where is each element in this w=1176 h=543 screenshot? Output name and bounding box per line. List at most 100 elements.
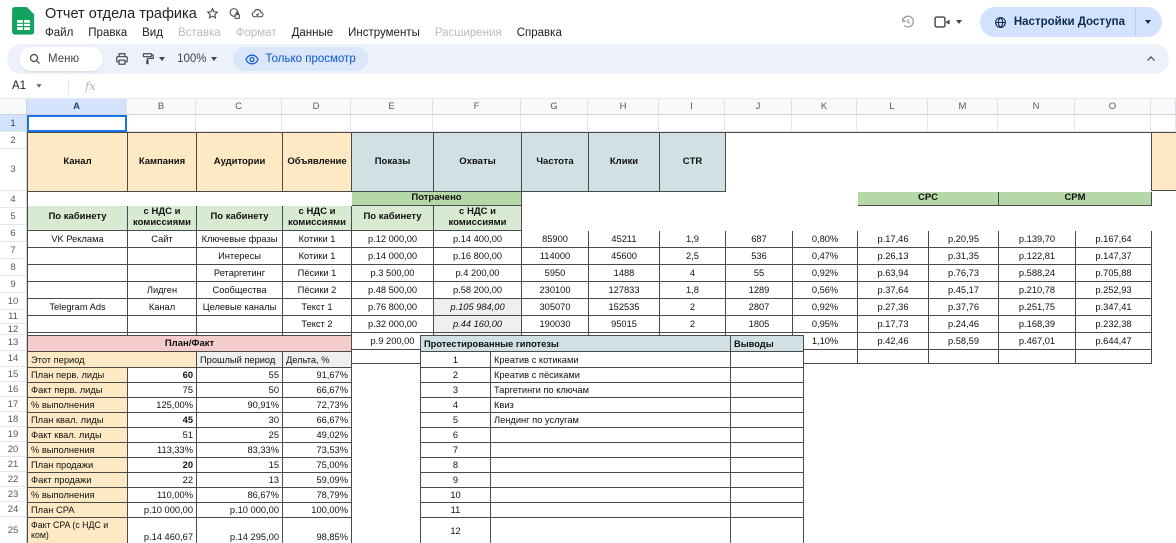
hypothesis-number[interactable]: 1 [421, 352, 491, 368]
hypothesis-number[interactable]: 6 [421, 428, 491, 443]
conclusion-cell[interactable] [731, 458, 804, 473]
cell[interactable]: 2,5 [660, 247, 726, 265]
active-cell-selection[interactable] [27, 115, 127, 132]
cell[interactable]: р.467,01 [999, 332, 1076, 350]
cell[interactable]: 1,8 [660, 281, 726, 299]
cell[interactable]: 1805 [726, 315, 793, 333]
toolbar-search[interactable]: Меню [19, 47, 104, 71]
cell[interactable] [127, 115, 196, 132]
conclusion-cell[interactable] [731, 488, 804, 503]
cell[interactable]: 536 [726, 247, 793, 265]
row-label[interactable]: Факт CPA (с НДС и ком) [28, 518, 128, 543]
share-dropdown[interactable] [1136, 7, 1162, 37]
cell[interactable]: Текст 1 [283, 298, 352, 316]
cell[interactable]: р.644,47 [1076, 332, 1152, 350]
cell[interactable]: р.347,41 [1076, 298, 1152, 316]
cell[interactable]: р.105 984,00 [434, 298, 522, 316]
hypothesis-text[interactable]: Лендинг по услугам [491, 413, 731, 428]
star-icon[interactable] [206, 7, 219, 20]
conclusions-header[interactable]: Выводы [731, 336, 804, 352]
cell[interactable]: 90,91% [197, 398, 283, 413]
row-label[interactable]: План перв. лиды [28, 368, 128, 383]
row-label[interactable]: План квал. лиды [28, 413, 128, 428]
cell[interactable]: р.24,46 [929, 315, 999, 333]
hypothesis-text[interactable] [491, 473, 731, 488]
cell[interactable]: р.45,17 [929, 281, 999, 299]
header-cell[interactable]: Клики [589, 133, 660, 192]
cell[interactable]: 13 [197, 473, 283, 488]
column-header[interactable]: E [351, 99, 433, 115]
conclusion-cell[interactable] [731, 518, 804, 543]
subheader-cell[interactable]: с НДС и комиссиями [434, 205, 522, 231]
cell[interactable]: Ретаргетинг [197, 264, 283, 282]
cell[interactable]: 85900 [522, 230, 589, 248]
cell[interactable]: 5950 [522, 264, 589, 282]
cell[interactable]: 45 [128, 413, 197, 428]
row-header[interactable]: 7 [0, 242, 27, 259]
column-header[interactable]: C [196, 99, 282, 115]
row-header[interactable]: 3 [0, 149, 27, 191]
row-header[interactable]: 18 [0, 412, 27, 427]
cell[interactable]: 1,9 [660, 230, 726, 248]
cell[interactable] [351, 115, 433, 132]
cell[interactable]: Котики 1 [283, 247, 352, 265]
hypothesis-number[interactable]: 10 [421, 488, 491, 503]
cell[interactable]: р.27,36 [858, 298, 929, 316]
cell[interactable]: Котики 1 [283, 230, 352, 248]
cell[interactable]: р.147,37 [1076, 247, 1152, 265]
cell[interactable]: р.4 200,00 [434, 264, 522, 282]
cell[interactable]: р.10 000,00 [128, 503, 197, 518]
cell[interactable]: 110,00% [128, 488, 197, 503]
cell[interactable] [196, 115, 282, 132]
cell[interactable]: 190030 [522, 315, 589, 333]
hypothesis-number[interactable]: 5 [421, 413, 491, 428]
cell[interactable] [521, 115, 588, 132]
cell[interactable]: 49,02% [283, 428, 352, 443]
cell[interactable]: р.210,78 [999, 281, 1076, 299]
row-header[interactable]: 22 [0, 472, 27, 487]
conclusion-cell[interactable] [731, 473, 804, 488]
hypothesis-text[interactable]: Таргетинги по ключам [491, 383, 731, 398]
row-header[interactable]: 19 [0, 427, 27, 442]
column-header[interactable]: F [433, 99, 521, 115]
header-cell[interactable]: Аудитории [197, 133, 283, 192]
version-history-icon[interactable] [900, 14, 916, 30]
cell[interactable]: р.252,93 [1076, 281, 1152, 299]
column-header[interactable]: D [282, 99, 351, 115]
sheets-logo-icon[interactable] [12, 7, 35, 37]
cell[interactable]: 1488 [589, 264, 660, 282]
column-header[interactable]: B [127, 99, 196, 115]
cell[interactable] [128, 264, 197, 282]
header-cell[interactable]: Этот период [28, 352, 197, 368]
plan-fact-title[interactable]: План/Факт [28, 336, 352, 352]
column-header[interactable] [1151, 99, 1176, 115]
cell[interactable]: р.58 200,00 [434, 281, 522, 299]
hypothesis-number[interactable]: 8 [421, 458, 491, 473]
hypothesis-text[interactable] [491, 428, 731, 443]
cell[interactable]: р.37,64 [858, 281, 929, 299]
zoom-control[interactable]: 100% [177, 53, 217, 65]
conclusion-cell[interactable] [731, 503, 804, 518]
header-cell[interactable]: Кампания [128, 133, 197, 192]
hypothesis-number[interactable]: 4 [421, 398, 491, 413]
cell[interactable] [858, 349, 929, 364]
conclusion-cell[interactable] [731, 398, 804, 413]
column-header[interactable]: O [1075, 99, 1151, 115]
cell[interactable]: 55 [197, 368, 283, 383]
hypothesis-number[interactable]: 3 [421, 383, 491, 398]
cell[interactable]: Лидген [128, 281, 197, 299]
cell[interactable]: р.14 460,67 [128, 518, 197, 543]
paint-format-control[interactable] [141, 52, 166, 66]
column-header[interactable]: N [998, 99, 1075, 115]
cell[interactable]: Пёсики 2 [283, 281, 352, 299]
meet-video-icon[interactable] [934, 15, 962, 29]
restricted-access-badge-icon[interactable] [228, 7, 241, 20]
header-cell[interactable]: CTR [660, 133, 726, 192]
row-label[interactable]: % выполнения [28, 488, 128, 503]
cell[interactable]: VK Реклама [28, 230, 128, 248]
cell[interactable]: р.251,75 [999, 298, 1076, 316]
cell[interactable]: 59,09% [283, 473, 352, 488]
menu-item[interactable]: Вставка [177, 26, 221, 39]
share-button[interactable]: Настройки Доступа [979, 7, 1162, 37]
conclusion-cell[interactable] [731, 368, 804, 383]
